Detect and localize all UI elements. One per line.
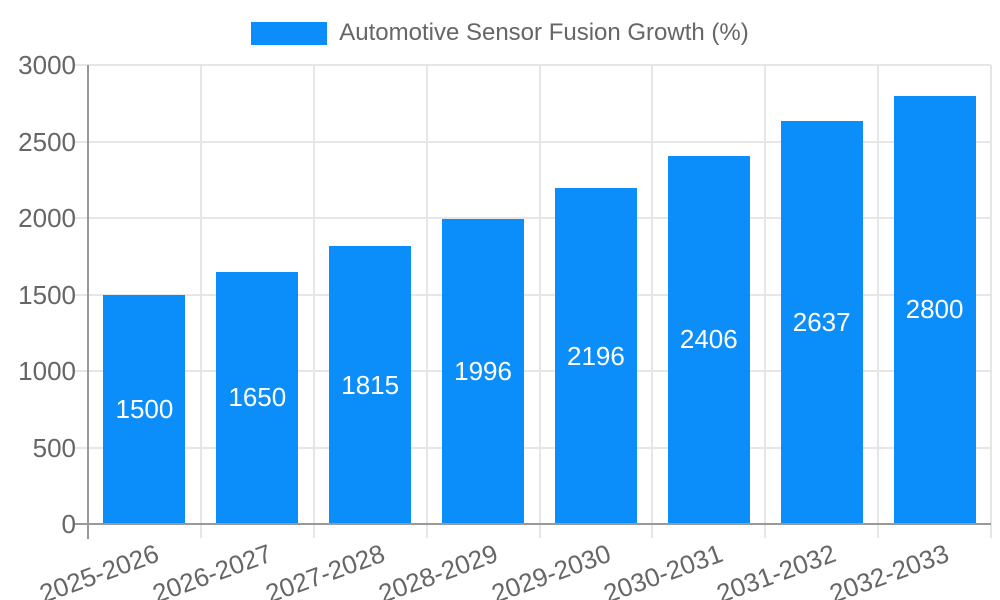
bar-value-label: 2637	[792, 306, 851, 337]
bar-value-label: 2406	[679, 324, 738, 355]
x-axis-line	[75, 523, 991, 525]
h-gridline	[75, 293, 991, 296]
y-tick-label: 2500	[18, 126, 76, 157]
v-gridline	[425, 65, 428, 538]
v-gridline	[312, 65, 315, 538]
x-tick-label: 2026-2027	[148, 538, 276, 600]
bar: 1815	[329, 246, 412, 524]
y-tick-label: 3000	[18, 50, 76, 80]
x-tick-label: 2029-2030	[487, 538, 615, 600]
x-tick-label: 2028-2029	[374, 538, 502, 600]
bar-value-label: 1500	[115, 393, 174, 424]
legend-swatch	[251, 21, 328, 45]
x-tick-label: 2030-2031	[599, 538, 728, 600]
v-gridline	[651, 65, 654, 538]
legend[interactable]: Automotive Sensor Fusion Growth (%)	[0, 19, 1000, 47]
v-gridline	[764, 65, 767, 538]
v-gridline	[877, 65, 880, 538]
y-axis-tick-labels: 0 500 1000 1500 2000 2500 3000	[0, 50, 76, 539]
x-tick-label: 2025-2026	[35, 538, 163, 600]
bar: 2637	[780, 120, 863, 524]
y-axis-line	[87, 65, 89, 539]
x-tick-label: 2032-2033	[825, 538, 953, 600]
y-tick-label: 0	[61, 509, 76, 539]
x-tick-label: 2027-2028	[261, 538, 389, 600]
y-tick-label: 1500	[18, 279, 76, 310]
h-gridline	[75, 446, 991, 449]
bar: 1500	[103, 294, 186, 524]
h-gridline	[75, 217, 991, 219]
x-axis-tick-labels: 2025-2026 2026-2027 2027-2028 2028-2029 2029…	[36, 538, 991, 600]
v-gridline	[538, 65, 541, 538]
y-tick-label: 1000	[18, 356, 76, 386]
bar-value-label: 1996	[454, 355, 512, 386]
bar-value-label: 1650	[228, 382, 287, 413]
bar: 2406	[667, 155, 750, 524]
bar: 1996	[442, 218, 525, 524]
bar-value-label: 1815	[341, 369, 400, 400]
bar-value-label: 2800	[905, 294, 964, 325]
plot-area: 1500 1650 1815 1996 2196 2406 2637 2800	[75, 64, 992, 539]
y-tick-label: 500	[32, 432, 76, 463]
h-gridline	[75, 140, 991, 143]
h-gridline	[75, 370, 991, 372]
bar: 2196	[554, 188, 637, 524]
y-tick-label: 2000	[18, 203, 76, 233]
v-gridline	[199, 65, 202, 538]
legend-label: Automotive Sensor Fusion Growth (%)	[339, 19, 749, 46]
bar-value-label: 2196	[567, 340, 625, 371]
bar: 1650	[216, 271, 299, 524]
x-tick-label: 2031-2032	[712, 538, 840, 600]
bar: 2800	[893, 95, 976, 524]
v-gridline	[990, 65, 992, 538]
h-gridline	[75, 64, 991, 66]
